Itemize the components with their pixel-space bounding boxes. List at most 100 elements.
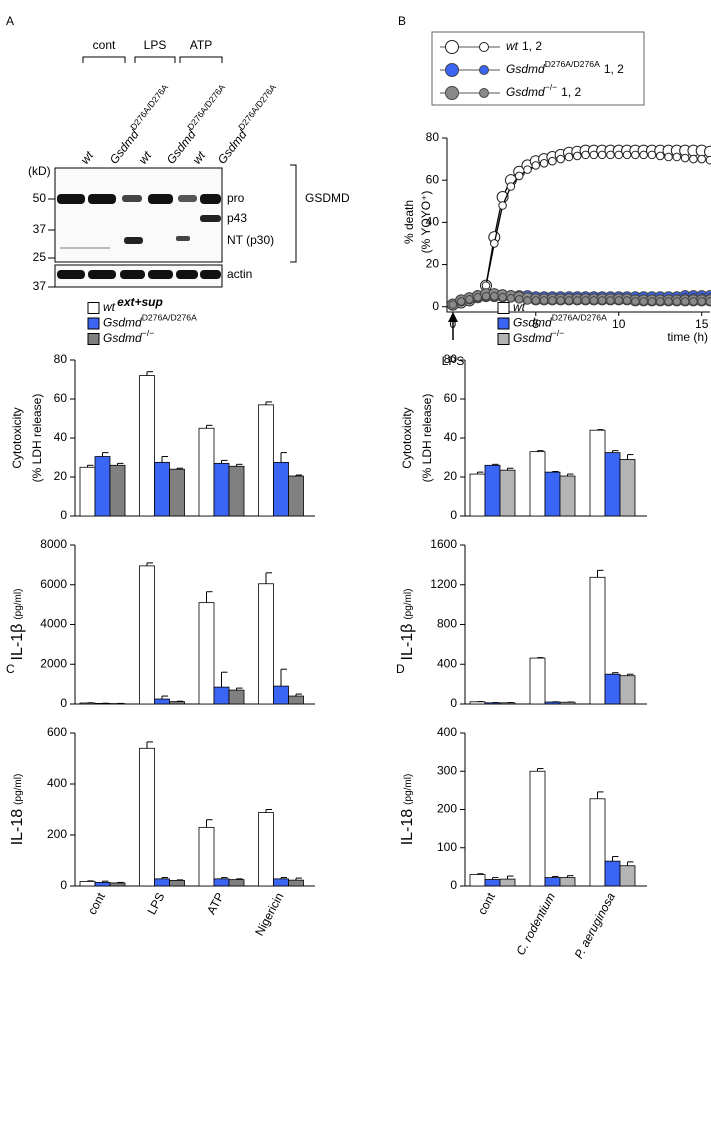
bar — [198, 826, 215, 887]
bar — [228, 689, 245, 705]
band — [148, 270, 173, 279]
label-name: wt — [506, 39, 519, 53]
bar — [484, 879, 501, 887]
band-label: p43 — [227, 211, 247, 225]
y-tick-label: 200 — [47, 827, 67, 841]
point — [614, 150, 624, 160]
point — [498, 201, 507, 210]
lane-label: wt — [190, 148, 209, 167]
bar — [559, 877, 576, 887]
bar — [604, 673, 621, 705]
y-tick-label: 80 — [54, 352, 68, 366]
x-tick-label: 5 — [532, 317, 539, 331]
y-tick-label: 100 — [437, 840, 457, 854]
point — [597, 150, 607, 160]
panel-label: D — [396, 662, 405, 676]
point — [705, 155, 711, 165]
y-tick-label: 6000 — [40, 577, 67, 591]
y-tick-label: 4000 — [40, 617, 67, 631]
y-axis-unit: (% LDH release) — [420, 394, 434, 483]
axis-line — [446, 138, 710, 313]
bar — [169, 701, 185, 705]
point — [589, 296, 599, 305]
band — [124, 237, 143, 244]
bar — [544, 701, 561, 705]
bar — [484, 702, 501, 705]
band — [176, 270, 198, 279]
x-tick-label: LPS — [144, 890, 167, 917]
bar — [228, 879, 245, 887]
y-tick-label: 40 — [426, 215, 440, 229]
y-tick-label: 40 — [444, 430, 458, 444]
point — [448, 300, 458, 309]
point — [498, 292, 507, 302]
y-tick-label: 80 — [444, 352, 458, 366]
bar — [469, 701, 486, 705]
point — [589, 150, 599, 160]
x-axis-label: time (h) — [667, 330, 708, 344]
label-suffix: 1, 2 — [604, 62, 624, 76]
point — [506, 182, 516, 191]
y-tick-label: 0 — [60, 508, 67, 522]
band — [88, 194, 116, 204]
bar — [273, 685, 289, 705]
point — [689, 154, 698, 164]
band — [148, 194, 173, 204]
marker-label: 37 — [33, 279, 47, 293]
point — [556, 296, 565, 305]
y-axis-label: IL-18 (pg/ml) — [9, 774, 26, 846]
bar — [154, 698, 170, 705]
legend-label: Gsdmd−/− — [103, 328, 154, 345]
y-axis-title: IL-18 — [9, 809, 26, 846]
y-tick-label: 400 — [47, 776, 67, 790]
y-tick-label: 8000 — [40, 537, 67, 551]
marker-label: 50 — [33, 191, 47, 205]
label-name: Gsdmd — [103, 316, 142, 330]
y-tick-label: 0 — [60, 878, 67, 892]
point — [539, 159, 549, 168]
point — [523, 296, 532, 305]
point — [597, 296, 607, 305]
bar — [139, 375, 155, 517]
point — [581, 296, 590, 305]
point — [622, 296, 632, 305]
bar — [544, 471, 561, 517]
point — [631, 297, 640, 306]
legend-label: GsdmdD276A/D276A 1, 2 — [506, 59, 624, 76]
label-name: Gsdmd — [103, 331, 142, 345]
band — [120, 270, 145, 279]
y-axis-unit: (pg/ml) — [13, 589, 24, 620]
bar — [198, 602, 215, 705]
bar — [154, 878, 170, 887]
legend-swatch — [87, 302, 100, 314]
blot — [54, 56, 297, 288]
bar — [544, 877, 561, 887]
point — [639, 150, 648, 160]
bar — [619, 865, 636, 887]
y-tick-label: 0 — [60, 696, 67, 710]
bar — [94, 456, 111, 517]
label-name: wt — [78, 148, 97, 167]
band — [176, 236, 190, 241]
bar — [273, 461, 289, 517]
point — [473, 292, 482, 302]
point — [539, 296, 549, 305]
point — [572, 296, 582, 305]
bar — [213, 878, 230, 887]
y-tick-label: 400 — [437, 656, 457, 670]
point — [489, 291, 499, 301]
point — [523, 165, 532, 174]
legend-label: GsdmdD276A/D276A — [513, 313, 607, 330]
bar — [94, 703, 111, 705]
bar — [499, 469, 516, 517]
x-tick-label: C. rodentium — [513, 890, 558, 957]
point — [631, 150, 640, 160]
bar — [589, 798, 606, 887]
point — [465, 295, 474, 304]
point — [647, 297, 657, 306]
y-tick-label: 200 — [437, 802, 457, 816]
bar — [529, 770, 546, 887]
legend-marker — [479, 88, 489, 98]
bar — [79, 702, 96, 705]
